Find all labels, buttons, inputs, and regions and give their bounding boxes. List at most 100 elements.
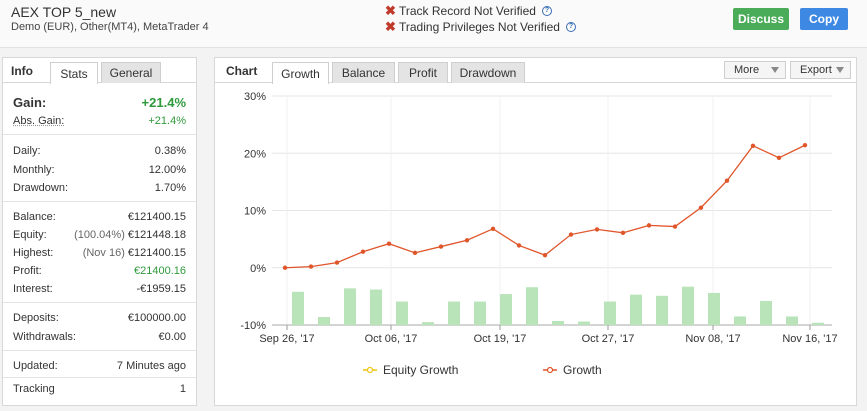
tab-profit[interactable]: Profit bbox=[398, 62, 448, 83]
bar bbox=[734, 316, 746, 325]
gain-row: Gain: +21.4% bbox=[13, 95, 186, 110]
x-tick-label: Sep 26, '17 bbox=[259, 333, 314, 345]
bar bbox=[812, 322, 824, 325]
y-tick-label: 0% bbox=[250, 263, 266, 275]
y-tick-label: 10% bbox=[244, 206, 266, 218]
account-header: AEX TOP 5_new Demo (EUR), Other(MT4), Me… bbox=[0, 0, 867, 48]
balance-value: €121400.15 bbox=[127, 211, 186, 223]
divider bbox=[3, 201, 196, 202]
growth-point bbox=[516, 243, 522, 248]
balance-row: Balance: €121400.15 bbox=[13, 211, 186, 223]
deposits-row: Deposits: €100000.00 bbox=[13, 312, 186, 324]
growth-point bbox=[464, 238, 470, 243]
abs-gain-label[interactable]: Abs. Gain: bbox=[13, 115, 65, 127]
bar bbox=[786, 316, 798, 325]
growth-chart: 30% 20% 10% 0% -10% Sep 26, '17 Oct 06, '17 Oc… bbox=[240, 91, 837, 377]
more-dropdown[interactable]: More bbox=[724, 61, 786, 79]
profit-label: Profit: bbox=[13, 265, 42, 277]
growth-point bbox=[282, 265, 288, 270]
growth-point bbox=[646, 223, 652, 228]
abs-gain-row: Abs. Gain: +21.4% bbox=[13, 115, 186, 127]
growth-series-line bbox=[284, 144, 806, 269]
bar bbox=[370, 289, 382, 325]
gain-value: +21.4% bbox=[141, 95, 186, 110]
tracking-row: Tracking 1 bbox=[13, 383, 186, 395]
divider bbox=[3, 302, 196, 303]
bar bbox=[318, 316, 330, 325]
info-panel-title: Info bbox=[11, 64, 33, 78]
bar bbox=[526, 287, 538, 325]
trading-privileges-status: ✖ Trading Privileges Not Verified ? bbox=[385, 19, 576, 35]
updated-value: 7 Minutes ago bbox=[116, 360, 186, 372]
bar bbox=[708, 292, 720, 325]
daily-value: 0.38% bbox=[154, 145, 186, 157]
drawdown-row: Drawdown: 1.70% bbox=[13, 182, 186, 194]
chevron-down-icon bbox=[771, 67, 779, 73]
legend-growth-marker bbox=[546, 366, 554, 374]
interest-value: -€1959.15 bbox=[136, 283, 186, 295]
tracking-label: Tracking bbox=[13, 383, 55, 395]
tracking-value: 1 bbox=[179, 383, 186, 395]
bar bbox=[604, 301, 616, 325]
growth-point bbox=[750, 143, 756, 149]
tab-drawdown[interactable]: Drawdown bbox=[451, 62, 525, 83]
chart-panel: Chart Growth Balance Profit Drawdown Mor… bbox=[214, 57, 857, 406]
growth-point bbox=[360, 249, 366, 254]
updated-row: Updated: 7 Minutes ago bbox=[13, 360, 186, 372]
tab-general[interactable]: General bbox=[101, 62, 161, 83]
growth-point bbox=[334, 260, 340, 265]
daily-row: Daily: 0.38% bbox=[13, 145, 186, 157]
deposits-label: Deposits: bbox=[13, 312, 59, 324]
monthly-value: 12.00% bbox=[148, 164, 186, 176]
divider bbox=[3, 377, 196, 378]
chart-panel-title: Chart bbox=[226, 64, 258, 78]
monthly-label: Monthly: bbox=[13, 164, 55, 176]
bar bbox=[656, 295, 668, 325]
bar bbox=[578, 321, 590, 325]
updated-label: Updated: bbox=[13, 360, 58, 372]
help-icon[interactable]: ? bbox=[541, 6, 552, 16]
more-label: More bbox=[734, 64, 760, 76]
help-icon[interactable]: ? bbox=[565, 22, 576, 32]
equity-percent: (100.04%) bbox=[74, 229, 125, 241]
discuss-button[interactable]: Discuss bbox=[733, 8, 789, 30]
tab-stats[interactable]: Stats bbox=[50, 62, 98, 84]
drawdown-value: 1.70% bbox=[154, 182, 186, 194]
x-tick-label: Nov 08, '17 bbox=[685, 333, 740, 345]
export-dropdown[interactable]: Export bbox=[790, 61, 851, 79]
withdrawals-value: €0.00 bbox=[158, 331, 186, 343]
profit-value: €21400.16 bbox=[134, 265, 186, 277]
highest-value: €121400.15 bbox=[127, 247, 186, 259]
y-tick-label: 20% bbox=[244, 148, 266, 160]
x-tick-label: Oct 27, '17 bbox=[582, 333, 635, 345]
chart-panel-header: Chart Growth Balance Profit Drawdown Mor… bbox=[215, 58, 856, 84]
x-tick-label: Nov 16, '17 bbox=[782, 333, 837, 345]
growth-point bbox=[542, 252, 548, 258]
chevron-down-icon bbox=[836, 67, 844, 73]
bar bbox=[630, 294, 642, 325]
bar bbox=[448, 301, 460, 325]
growth-point bbox=[776, 155, 782, 161]
tab-growth[interactable]: Growth bbox=[272, 62, 329, 84]
growth-point bbox=[698, 205, 704, 210]
growth-point bbox=[438, 244, 444, 249]
copy-button[interactable]: Copy bbox=[800, 8, 848, 30]
bar bbox=[422, 322, 434, 325]
equity-row: Equity: (100.04%) €121448.18 bbox=[13, 229, 186, 241]
interest-label: Interest: bbox=[13, 283, 53, 295]
legend-equity-marker bbox=[366, 366, 374, 374]
account-subtitle: Demo (EUR), Other(MT4), MetaTrader 4 bbox=[11, 21, 209, 33]
highest-date: (Nov 16) bbox=[82, 247, 125, 259]
account-title: AEX TOP 5_new bbox=[11, 4, 117, 20]
equity-label: Equity: bbox=[13, 229, 47, 241]
growth-point bbox=[308, 264, 314, 269]
cross-icon: ✖ bbox=[385, 19, 396, 34]
divider bbox=[3, 350, 196, 351]
track-record-status: ✖ Track Record Not Verified ? bbox=[385, 3, 552, 19]
growth-point bbox=[386, 241, 392, 246]
withdrawals-label: Withdrawals: bbox=[13, 331, 76, 343]
highest-label: Highest: bbox=[13, 247, 54, 259]
tab-balance[interactable]: Balance bbox=[332, 62, 395, 83]
growth-point bbox=[802, 143, 808, 148]
info-panel-header: Info Stats General bbox=[3, 58, 196, 84]
